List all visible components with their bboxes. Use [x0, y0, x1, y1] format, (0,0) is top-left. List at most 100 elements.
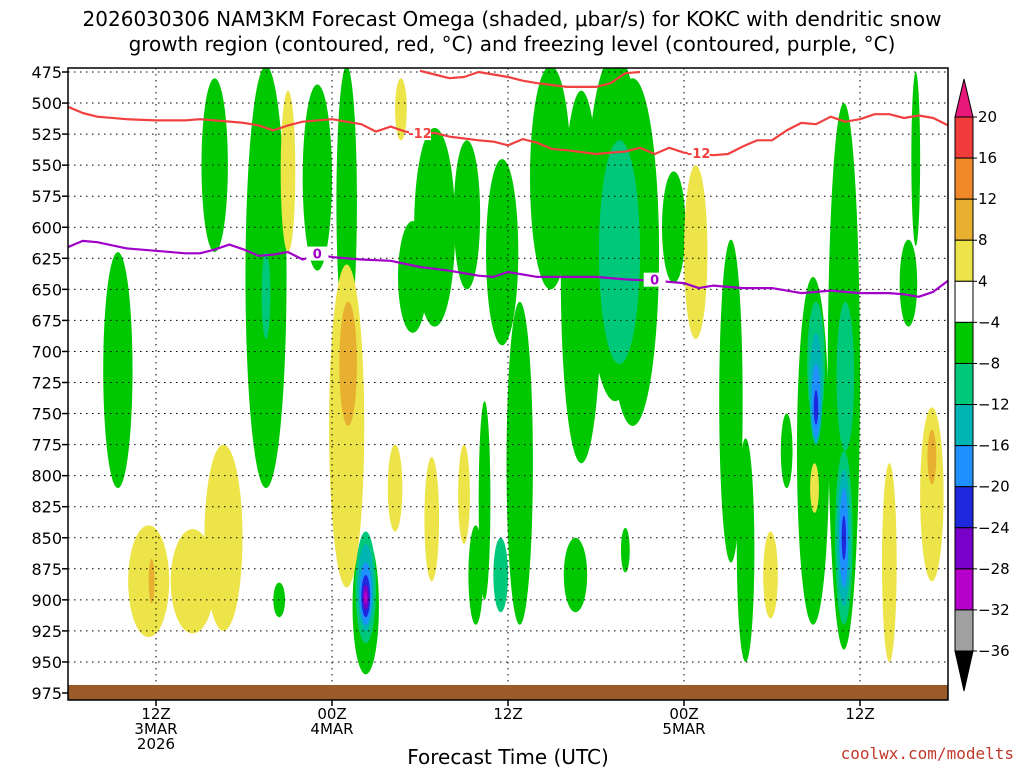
contour-label-bg-0-1: [687, 145, 710, 160]
y-tick-label-825: 825: [31, 498, 62, 517]
plot-area: -12 -12 0 0: [68, 68, 948, 700]
y-tick-label-950: 950: [31, 653, 62, 672]
x-tick-label-2-1: 12Z: [493, 705, 522, 723]
y-tick-label-650: 650: [31, 280, 62, 299]
chart-title-line-2: growth region (contoured, red, °C) and f…: [129, 32, 896, 56]
omega-region-23: [780, 413, 793, 489]
omega-region-9: [453, 140, 481, 290]
omega-region-18: [662, 171, 686, 284]
omega-region-30: [204, 444, 243, 631]
colorbar-label-5: −4: [978, 313, 1000, 331]
x-tick-label-1-2: 4MAR: [310, 720, 353, 738]
y-tick-label-750: 750: [31, 405, 62, 424]
colorbar-label-2: 12: [978, 190, 997, 208]
y-tick-label-475: 475: [31, 63, 62, 82]
omega-region-26: [899, 239, 918, 327]
colorbar-band-11: [954, 568, 974, 611]
temperature-contours: -12 -12 0 0: [68, 69, 948, 298]
y-tick-label-550: 550: [31, 156, 62, 175]
colorbar-label-6: −8: [978, 354, 1000, 372]
colorbar-band-0: [954, 116, 974, 159]
y-tick-label-875: 875: [31, 560, 62, 579]
omega-region-11: [468, 525, 484, 625]
omega-region-37: [684, 165, 708, 340]
y-tick-label-500: 500: [31, 94, 62, 113]
omega-region-45: [598, 140, 640, 364]
y-tick-label-975: 975: [31, 684, 62, 703]
omega-region-62: [364, 591, 368, 604]
omega-region-1: [201, 78, 228, 253]
x-tick-label-3-1: 00Z: [669, 705, 698, 723]
y-tick-label-525: 525: [31, 125, 62, 144]
y-tick-label-575: 575: [31, 187, 62, 206]
omega-region-40: [882, 463, 897, 662]
omega-region-46: [493, 537, 508, 613]
colorbar-label-0: 20: [978, 108, 997, 126]
colorbar: 20 16 12 8 4 −4 −8 −12 −16 −20 −24 −28 −32 −36: [954, 78, 1010, 692]
pressure-axis: 475 500 525 550 575 600 625 650 675 700 725 750 775 8…: [31, 63, 68, 703]
contour-label-2-1: 0: [650, 274, 659, 289]
x-tick-label-0-2: 3MAR: [134, 720, 177, 738]
contour-line-2: [68, 239, 948, 298]
chart-title-line-1: 2026030306 NAM3KM Forecast Omega (shaded…: [83, 7, 942, 31]
colorbar-label-12: −32: [978, 601, 1010, 619]
contour-line-0: [68, 105, 948, 157]
x-tick-label-0-1: 12Z: [141, 705, 170, 723]
contour-label-0-1: -12: [687, 147, 711, 162]
omega-region-42: [339, 301, 357, 426]
colorbar-band-8: [954, 445, 974, 488]
contour-label-bg-2-1: [643, 272, 666, 287]
colorbar-label-9: −20: [978, 478, 1010, 496]
colorbar-band-5: [954, 321, 974, 364]
colorbar-label-10: −24: [978, 519, 1010, 537]
colorbar-label-3: 8: [978, 231, 988, 249]
grid-lines: [68, 68, 948, 700]
omega-region-60: [841, 515, 847, 561]
colorbar-band-1: [954, 157, 974, 200]
contour-label-bg-2-0: [306, 246, 329, 261]
colorbar-label-8: −16: [978, 437, 1010, 455]
colorbar-label-1: 16: [978, 149, 997, 167]
omega-region-21: [719, 239, 743, 563]
colorbar-bottom-triangle: [954, 650, 974, 692]
omega-region-34: [387, 444, 403, 532]
omega-region-4: [302, 84, 333, 271]
omega-region-48: [836, 301, 855, 451]
y-tick-label-675: 675: [31, 311, 62, 330]
colorbar-label-13: −36: [978, 642, 1010, 660]
y-tick-label-925: 925: [31, 622, 62, 641]
y-tick-label-775: 775: [31, 436, 62, 455]
omega-region-31: [280, 90, 296, 253]
colorbar-band-7: [954, 404, 974, 447]
contour-line-1: [419, 69, 641, 88]
colorbar-label-11: −28: [978, 560, 1010, 578]
omega-region-33: [395, 78, 407, 141]
contour-label-0-0: -12: [408, 127, 432, 142]
credit-text: coolwx.com/modelts: [841, 744, 1014, 763]
omega-region-20: [620, 527, 630, 573]
omega-region-27: [911, 72, 921, 246]
omega-region-38: [763, 531, 778, 619]
omega-region-29: [170, 529, 215, 634]
y-tick-label-725: 725: [31, 374, 62, 393]
colorbar-label-7: −12: [978, 396, 1010, 414]
y-tick-label-900: 900: [31, 591, 62, 610]
y-tick-label-800: 800: [31, 467, 62, 486]
omega-region-13: [506, 301, 533, 625]
colorbar-band-2: [954, 198, 974, 241]
colorbar-band-9: [954, 486, 974, 529]
colorbar-band-6: [954, 362, 974, 406]
omega-region-28: [128, 525, 170, 638]
y-tick-label-700: 700: [31, 342, 62, 361]
surface-terrain: [68, 685, 948, 700]
x-tick-label-0-3: 2026: [137, 735, 175, 753]
y-tick-label-600: 600: [31, 218, 62, 237]
x-axis-label: Forecast Time (UTC): [407, 745, 609, 768]
x-tick-label-1-1: 00Z: [317, 705, 346, 723]
y-tick-label-625: 625: [31, 249, 62, 268]
omega-region-47: [261, 252, 271, 340]
omega-region-59: [813, 389, 819, 425]
omega-region-43: [148, 558, 155, 604]
